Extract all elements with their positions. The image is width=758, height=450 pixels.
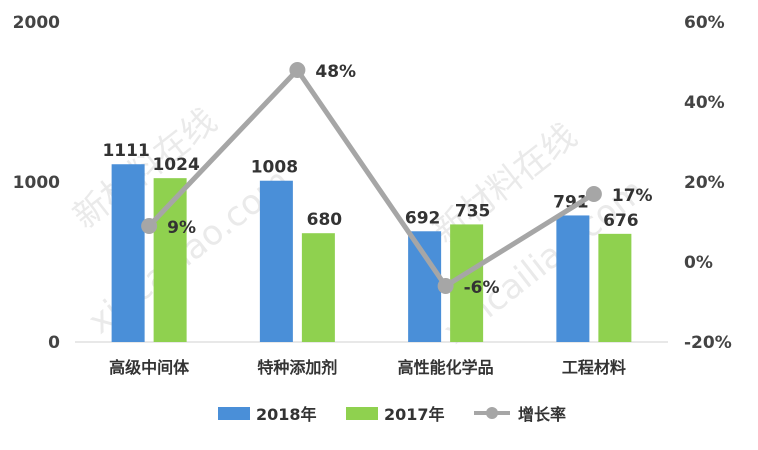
bar-data-label: 1008 xyxy=(251,158,298,178)
left-axis: 0 1000 2000 xyxy=(13,13,60,353)
bar-data-label: 676 xyxy=(603,211,639,231)
category-labels: 高级中间体 特种添加剂 高性能化学品 工程材料 xyxy=(109,358,626,377)
growth-line: 9% 48% -6% 17% xyxy=(141,62,653,298)
growth-point xyxy=(289,62,306,78)
growth-point xyxy=(141,218,158,234)
right-tick-label: -20% xyxy=(684,333,732,353)
right-tick-label: 0% xyxy=(684,253,713,273)
right-axis: -20% 0% 20% 40% 60% xyxy=(684,13,732,353)
growth-line-path xyxy=(147,67,596,289)
bar-data-label: 735 xyxy=(455,201,491,221)
bar-data-label: 1024 xyxy=(152,155,199,175)
legend-swatch-0 xyxy=(218,407,250,420)
bar-2018年-高性能化学品 xyxy=(408,231,442,342)
legend-label: 2017年 xyxy=(384,405,445,424)
category-label: 工程材料 xyxy=(562,358,626,377)
growth-data-label: -6% xyxy=(464,278,500,298)
legend-line-marker xyxy=(486,407,498,419)
bar-2017年-工程材料 xyxy=(598,233,632,342)
bar-data-label: 680 xyxy=(307,210,343,230)
legend-label: 增长率 xyxy=(518,405,566,424)
growth-data-label: 17% xyxy=(612,186,653,206)
legend-label: 2018年 xyxy=(256,405,317,424)
right-tick-label: 20% xyxy=(684,173,725,193)
bar-2018年-特种添加剂 xyxy=(259,180,293,342)
left-tick-label: 0 xyxy=(48,333,60,353)
growth-data-label: 9% xyxy=(167,218,196,238)
bar-data-label: 692 xyxy=(405,208,441,228)
growth-point xyxy=(437,278,454,294)
growth-point xyxy=(585,186,602,202)
left-tick-label: 1000 xyxy=(13,173,60,193)
growth-data-label: 48% xyxy=(315,62,356,82)
bar-2018年-工程材料 xyxy=(556,215,590,342)
bar-data-label: 1111 xyxy=(102,141,149,161)
bar-data-label: 791 xyxy=(553,192,589,212)
category-label: 高级中间体 xyxy=(109,358,190,377)
left-tick-label: 2000 xyxy=(13,13,60,33)
bar-2018年-高级中间体 xyxy=(111,164,145,342)
legend: 2018年 2017年 增长率 xyxy=(218,405,566,424)
right-tick-label: 60% xyxy=(684,13,725,33)
category-label: 高性能化学品 xyxy=(398,358,494,377)
right-tick-label: 40% xyxy=(684,93,725,113)
bar-2017年-高性能化学品 xyxy=(450,224,484,342)
bar-2017年-特种添加剂 xyxy=(301,233,335,342)
category-label: 特种添加剂 xyxy=(257,358,337,377)
legend-swatch-1 xyxy=(346,407,378,420)
